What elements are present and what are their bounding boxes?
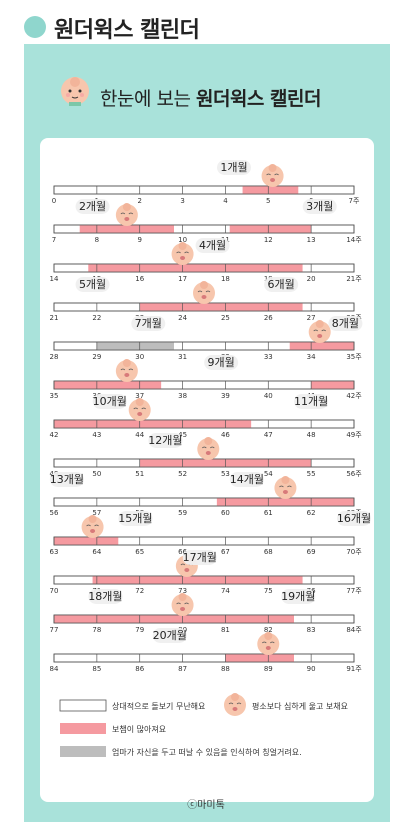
page-title: 원더윅스 캘린더 bbox=[54, 18, 200, 43]
page-header: 원더윅스 캘린더 bbox=[0, 0, 412, 50]
heading-bold: 원더윅스 캘린더 bbox=[195, 88, 321, 110]
footer-credit: ⓒ마미톡 bbox=[187, 800, 225, 811]
panel-heading: 한눈에 보는 원더윅스 캘린더 bbox=[100, 84, 321, 111]
infographic-panel: 한눈에 보는 원더윅스 캘린더 bbox=[24, 44, 390, 822]
heading-prefix: 한눈에 보는 bbox=[100, 88, 196, 110]
header-dot-icon bbox=[24, 16, 46, 38]
calendar-card bbox=[40, 138, 374, 802]
baby-face-icon bbox=[61, 77, 89, 106]
